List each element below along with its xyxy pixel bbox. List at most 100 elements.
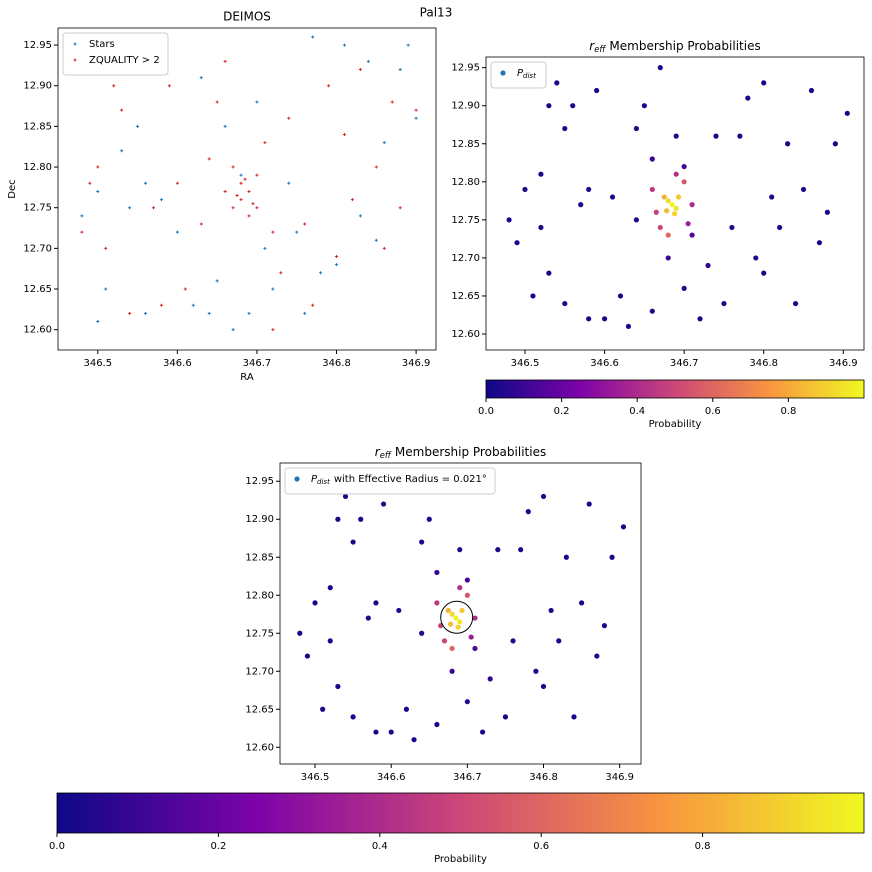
x-tick-label: 346.6 xyxy=(590,358,619,369)
point xyxy=(472,645,478,652)
point xyxy=(295,230,299,234)
point xyxy=(335,683,341,690)
point xyxy=(586,501,592,507)
axes-frame xyxy=(485,56,865,351)
point xyxy=(586,316,592,322)
y-tick-label: 12.85 xyxy=(23,121,52,132)
point xyxy=(80,230,84,234)
point xyxy=(382,246,386,250)
point xyxy=(601,316,608,322)
legend-marker xyxy=(500,70,506,76)
legend-marker xyxy=(73,42,77,46)
colorbar xyxy=(56,792,865,834)
point xyxy=(538,171,544,177)
point xyxy=(247,311,251,315)
point xyxy=(554,80,560,86)
point xyxy=(342,133,346,137)
point xyxy=(303,311,307,315)
point xyxy=(620,524,627,530)
point xyxy=(271,230,275,234)
figure-title: Pal13 xyxy=(420,6,453,20)
point xyxy=(406,43,410,47)
effective-radius xyxy=(440,600,474,634)
axes-title: reff Membership Probabilities xyxy=(375,445,546,460)
point xyxy=(271,287,275,291)
y-tick-label: 12.70 xyxy=(245,666,274,677)
point xyxy=(664,208,670,214)
point xyxy=(199,222,203,226)
point xyxy=(434,600,440,606)
point xyxy=(373,729,379,735)
legend-label-text: with Effective Radius = 0.021° xyxy=(334,474,487,485)
point xyxy=(120,149,124,153)
x-tick-label: 346.9 xyxy=(829,358,858,369)
point xyxy=(745,95,751,101)
point xyxy=(426,516,432,522)
point xyxy=(388,729,394,735)
axes-title-symbol: r xyxy=(589,39,595,53)
point xyxy=(319,271,323,275)
y-tick-label: 12.95 xyxy=(245,476,274,487)
point xyxy=(398,67,402,71)
y-tick-label: 12.85 xyxy=(245,552,274,563)
point xyxy=(455,624,461,630)
x-tick-label: 346.8 xyxy=(322,358,351,369)
y-tick-label: 12.65 xyxy=(451,291,480,302)
y-tick-label: 12.85 xyxy=(451,139,480,150)
colorbar-tick-label: 0.2 xyxy=(210,841,226,852)
point xyxy=(414,108,418,112)
colorbar-tick-label: 0.2 xyxy=(554,406,570,417)
point xyxy=(96,165,100,169)
point xyxy=(464,592,470,598)
point xyxy=(530,293,536,299)
point xyxy=(594,653,600,659)
point xyxy=(434,721,440,728)
point xyxy=(380,501,387,507)
point xyxy=(586,186,592,193)
point xyxy=(661,194,667,200)
point xyxy=(669,202,675,208)
colorbar xyxy=(485,379,865,399)
y-tick-label: 12.65 xyxy=(245,704,274,715)
point xyxy=(681,179,687,185)
point xyxy=(191,303,195,307)
point xyxy=(633,125,640,132)
point xyxy=(223,189,227,193)
point xyxy=(239,198,243,202)
legend-label: ZQUALITY > 2 xyxy=(89,55,160,66)
point xyxy=(311,35,315,39)
point xyxy=(350,714,356,720)
point xyxy=(366,59,370,63)
point xyxy=(342,43,346,47)
point xyxy=(665,255,671,261)
point xyxy=(681,285,687,291)
axes-frame xyxy=(279,462,642,765)
x-tick-label: 346.5 xyxy=(301,772,330,783)
point xyxy=(777,224,783,231)
point xyxy=(403,706,410,712)
point xyxy=(231,206,235,210)
point xyxy=(518,547,524,553)
legend-label-subscript: dist xyxy=(317,478,330,486)
point xyxy=(657,65,663,71)
point xyxy=(672,211,678,217)
point xyxy=(207,157,211,161)
point xyxy=(689,202,695,208)
point xyxy=(104,246,108,250)
point xyxy=(457,547,463,553)
point xyxy=(251,202,255,206)
point xyxy=(207,311,211,315)
point xyxy=(495,547,501,553)
point xyxy=(479,729,486,735)
point xyxy=(441,638,448,644)
x-axis-label: RA xyxy=(240,372,254,383)
point xyxy=(255,206,259,210)
point xyxy=(144,311,148,315)
point xyxy=(247,189,251,193)
point xyxy=(175,230,179,234)
point xyxy=(239,173,243,177)
y-tick-label: 12.75 xyxy=(23,203,52,214)
x-tick-label: 346.7 xyxy=(670,358,699,369)
point xyxy=(808,87,815,94)
